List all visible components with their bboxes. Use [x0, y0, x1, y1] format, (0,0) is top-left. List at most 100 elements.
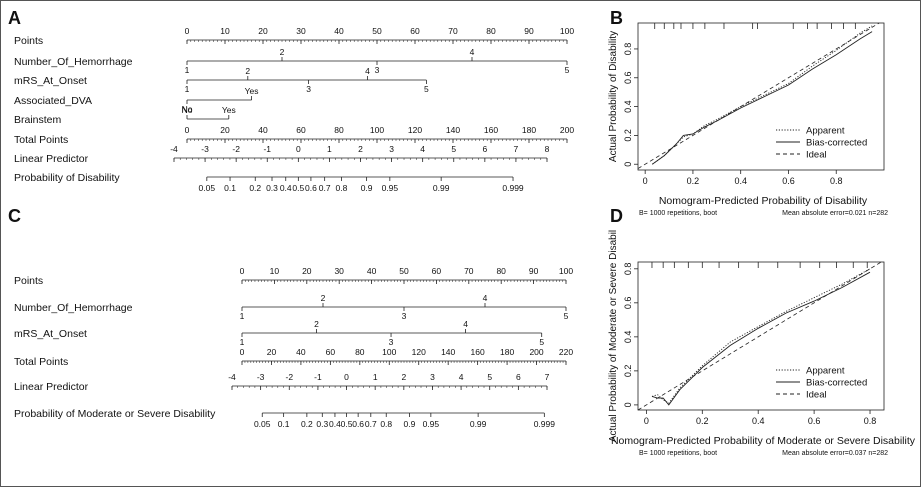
variable-level-associated-dva: Yes — [245, 86, 259, 96]
x-tick-label: 0.6 — [782, 176, 795, 186]
tick-label-points: 30 — [296, 26, 306, 36]
tick-label-linear-predictor: -3 — [257, 372, 265, 382]
tick-label-linear-predictor: 6 — [516, 372, 521, 382]
tick-label-total-points: 40 — [258, 125, 268, 135]
plot-area-b — [637, 22, 885, 171]
legend-label: Apparent — [806, 126, 845, 137]
variable-level-mrs-at-onset: 4 — [365, 66, 370, 76]
y-tick-label: 0.4 — [623, 331, 633, 344]
tick-label-total-points: 100 — [370, 125, 384, 135]
y-tick-label: 0.8 — [623, 43, 633, 56]
y-tick-label: 0.4 — [623, 100, 633, 113]
tick-label-points: 20 — [302, 266, 312, 276]
variable-level-number-of-hemorrhage: 1 — [185, 65, 190, 75]
legend-label: Apparent — [806, 366, 845, 377]
row-label-total-points: Total Points — [14, 356, 68, 368]
row-label-mrs-at-onset: mRS_At_Onset — [14, 75, 87, 87]
row-label-number-of-hemorrhage: Number_Of_Hemorrhage — [14, 56, 133, 68]
tick-label-linear-predictor: 1 — [327, 144, 332, 154]
y-tick-label: 0.2 — [623, 129, 633, 142]
row-label-number-of-hemorrhage: Number_Of_Hemorrhage — [14, 302, 133, 314]
tick-label-linear-predictor: 6 — [482, 144, 487, 154]
tick-label-linear-predictor: 2 — [358, 144, 363, 154]
footnote-mean-absolute-error: Mean absolute error=0.021 n=282 — [782, 210, 888, 217]
variable-level-mrs-at-onset: 2 — [245, 66, 250, 76]
y-tick-label: 0.6 — [623, 72, 633, 85]
tick-label-linear-predictor: 5 — [451, 144, 456, 154]
tick-label-points: 90 — [529, 266, 539, 276]
tick-label-points: 10 — [270, 266, 280, 276]
tick-label-linear-predictor: 2 — [401, 372, 406, 382]
tick-label-linear-predictor: 3 — [389, 144, 394, 154]
variable-level-brainstem: Yes — [222, 105, 236, 115]
tick-label-probability-of-moderate-or-severe-disability: 0.3 — [316, 419, 328, 429]
tick-label-linear-predictor: -2 — [232, 144, 240, 154]
legend-label: Bias-corrected — [806, 378, 867, 389]
tick-label-probability-of-disability: 0.7 — [319, 183, 331, 193]
tick-label-probability-of-moderate-or-severe-disability: 0.999 — [534, 419, 556, 429]
tick-label-probability-of-disability: 0.95 — [382, 183, 399, 193]
ideal-line — [637, 22, 880, 169]
variable-level-mrs-at-onset: 3 — [389, 337, 394, 347]
x-tick-label: 0.4 — [752, 416, 765, 426]
tick-label-linear-predictor: -4 — [170, 144, 178, 154]
row-label-brainstem: Brainstem — [14, 114, 62, 126]
tick-label-linear-predictor: 8 — [545, 144, 550, 154]
tick-label-total-points: 140 — [446, 125, 460, 135]
tick-label-total-points: 0 — [185, 125, 190, 135]
variable-level-number-of-hemorrhage: 2 — [280, 47, 285, 57]
panel-letter-a: A — [8, 8, 21, 28]
y-tick-label: 0 — [623, 402, 633, 407]
row-label-mrs-at-onset: mRS_At_Onset — [14, 328, 87, 340]
variable-level-number-of-hemorrhage: 5 — [564, 311, 569, 321]
y-tick-label: 0.2 — [623, 365, 633, 378]
row-label-points: Points — [14, 275, 43, 287]
tick-label-linear-predictor: 0 — [344, 372, 349, 382]
tick-label-probability-of-disability: 0.9 — [361, 183, 373, 193]
tick-label-probability-of-moderate-or-severe-disability: 0.6 — [352, 419, 364, 429]
variable-level-number-of-hemorrhage: 2 — [321, 293, 326, 303]
y-axis-label: Actual Probability of Disability — [608, 31, 619, 162]
panel-letter-c: C — [8, 206, 21, 226]
tick-label-points: 70 — [464, 266, 474, 276]
variable-level-mrs-at-onset: 5 — [539, 337, 544, 347]
tick-label-probability-of-moderate-or-severe-disability: 0.5 — [341, 419, 353, 429]
tick-label-total-points: 80 — [355, 347, 365, 357]
tick-label-linear-predictor: -1 — [263, 144, 271, 154]
row-label-probability-of-disability: Probability of Disability — [14, 172, 120, 184]
bias-corrected-line — [651, 271, 871, 406]
tick-label-total-points: 160 — [484, 125, 498, 135]
apparent-line — [651, 268, 871, 404]
tick-label-total-points: 80 — [334, 125, 344, 135]
tick-label-points: 60 — [410, 26, 420, 36]
tick-label-points: 100 — [559, 266, 573, 276]
legend-label: Ideal — [806, 150, 827, 161]
x-tick-label: 0 — [643, 176, 648, 186]
variable-level-number-of-hemorrhage: 4 — [470, 47, 475, 57]
footnote-mean-absolute-error: Mean absolute error=0.037 n=282 — [782, 450, 888, 457]
variable-level-number-of-hemorrhage: 5 — [565, 65, 570, 75]
tick-label-probability-of-disability: 0.2 — [249, 183, 261, 193]
tick-label-total-points: 40 — [296, 347, 306, 357]
x-axis-label: Nomogram-Predicted Probability of Modera… — [611, 435, 916, 447]
tick-label-total-points: 0 — [240, 347, 245, 357]
tick-label-probability-of-moderate-or-severe-disability: 0.99 — [470, 419, 487, 429]
legend-label: Ideal — [806, 390, 827, 401]
tick-label-points: 80 — [496, 266, 506, 276]
tick-label-probability-of-disability: 0.05 — [199, 183, 216, 193]
tick-label-probability-of-moderate-or-severe-disability: 0.9 — [404, 419, 416, 429]
tick-label-linear-predictor: -2 — [285, 372, 293, 382]
footnote-repetitions: B= 1000 repetitions, boot — [639, 450, 717, 457]
x-axis-label: Nomogram-Predicted Probability of Disabi… — [659, 195, 868, 207]
row-label-probability-of-moderate-or-severe-disability: Probability of Moderate or Severe Disabi… — [14, 408, 216, 420]
tick-label-total-points: 60 — [326, 347, 336, 357]
tick-label-points: 80 — [486, 26, 496, 36]
tick-label-probability-of-disability: 0.999 — [502, 183, 524, 193]
panel-letter-d: D — [610, 206, 623, 226]
tick-label-total-points: 100 — [382, 347, 396, 357]
apparent-line — [652, 25, 873, 165]
bias-corrected-line — [652, 31, 873, 165]
variable-level-mrs-at-onset: 4 — [463, 319, 468, 329]
variable-level-mrs-at-onset: 1 — [240, 337, 245, 347]
